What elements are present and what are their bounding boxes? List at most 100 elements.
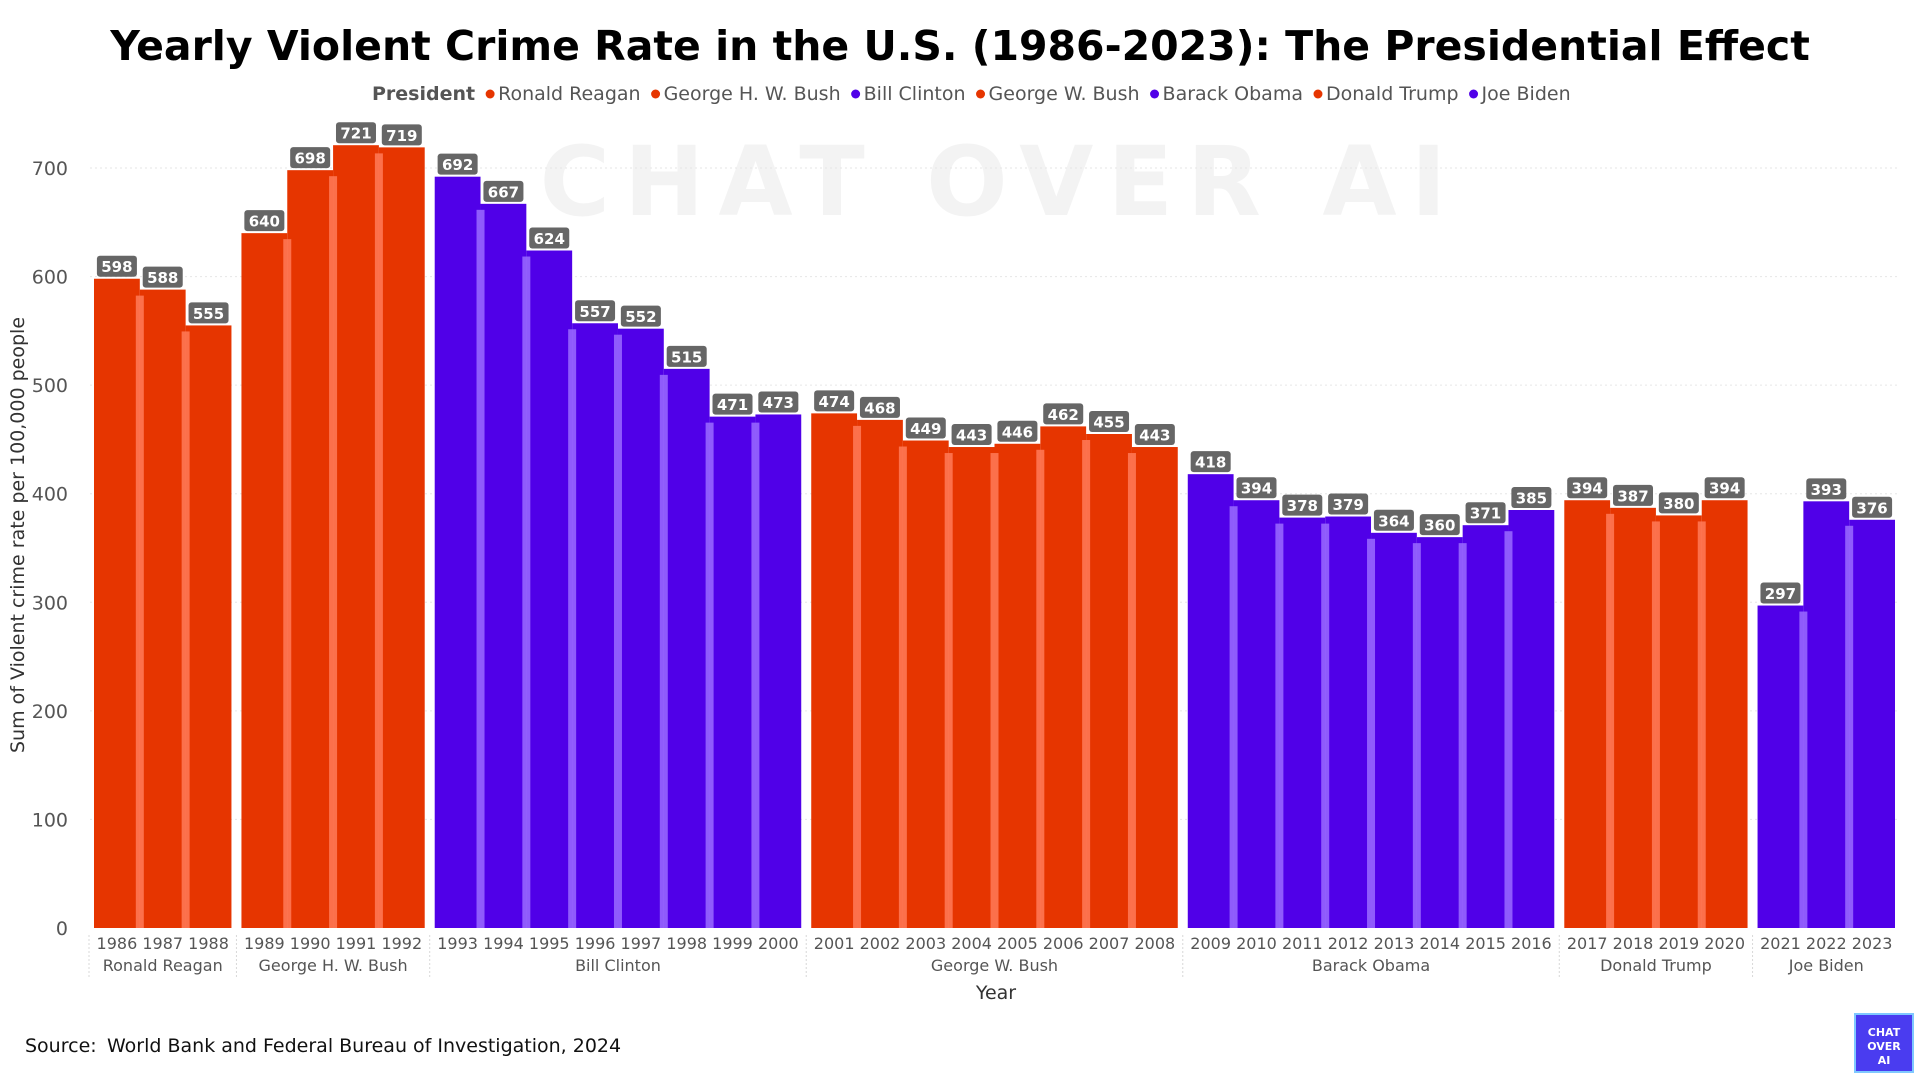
bar-2007[interactable]: [1086, 434, 1132, 928]
bar-2014[interactable]: [1416, 537, 1463, 928]
x-tick-label-1988: 1988: [188, 934, 229, 953]
bar-2009[interactable]: [1187, 474, 1234, 928]
data-label-box-1998: [666, 345, 707, 367]
x-tick-label-1990: 1990: [290, 934, 331, 953]
data-label-1995: 624: [534, 230, 565, 248]
x-tick-label-1998: 1998: [666, 934, 707, 953]
data-label-2023: 376: [1856, 499, 1887, 517]
group-label-donald-trump: Donald Trump: [1600, 956, 1712, 975]
legend-item-bill-clinton[interactable]: Bill Clinton: [864, 83, 966, 105]
bar-2004[interactable]: [948, 447, 995, 928]
legend-item-ronald-reagan[interactable]: Ronald Reagan: [498, 83, 640, 105]
legend-item-barack-obama[interactable]: Barack Obama: [1163, 83, 1303, 105]
bar-2023[interactable]: [1849, 519, 1895, 928]
bar-1999[interactable]: [709, 416, 756, 928]
data-label-box-2019: [1658, 492, 1699, 514]
bar-2001[interactable]: [811, 413, 858, 928]
bar-2017[interactable]: [1564, 500, 1611, 928]
data-label-2004: 443: [956, 427, 987, 445]
x-tick-label-2012: 2012: [1328, 934, 1369, 953]
data-label-2010: 394: [1241, 480, 1272, 498]
bar-connector: [1036, 449, 1045, 928]
bar-connector: [135, 295, 144, 929]
group-label-ronald-reagan: Ronald Reagan: [103, 956, 223, 975]
bar-2003[interactable]: [902, 440, 949, 928]
data-label-2017: 394: [1572, 480, 1603, 498]
bar-2005[interactable]: [994, 443, 1041, 928]
bar-1994[interactable]: [480, 203, 527, 929]
bar-2012[interactable]: [1325, 516, 1372, 928]
data-label-1999: 471: [717, 396, 748, 414]
legend-item-donald-trump[interactable]: Donald Trump: [1326, 83, 1459, 105]
data-label-2014: 360: [1424, 517, 1455, 535]
y-tick-label: 500: [32, 375, 68, 397]
bar-connector: [751, 422, 760, 928]
bar-1996[interactable]: [572, 323, 618, 928]
bar-connector: [374, 153, 383, 928]
bar-1997[interactable]: [617, 328, 664, 929]
bar-2019[interactable]: [1655, 515, 1702, 928]
data-label-box-2020: [1704, 477, 1745, 499]
bar-2020[interactable]: [1701, 500, 1748, 928]
data-label-1992: 719: [386, 127, 417, 145]
bar-2006[interactable]: [1040, 426, 1087, 928]
bar-2000[interactable]: [755, 414, 802, 928]
data-label-box-2010: [1236, 477, 1277, 499]
bar-connector: [476, 209, 485, 929]
data-label-box-2005: [997, 420, 1038, 442]
data-label-2000: 473: [763, 394, 794, 412]
logo-line-1: CHAT: [1868, 1026, 1901, 1039]
data-label-box-2006: [1043, 403, 1084, 425]
x-tick-label-2002: 2002: [860, 934, 901, 953]
legend-item-george-h-w-bush[interactable]: George H. W. Bush: [664, 83, 841, 105]
bar-connector: [1127, 453, 1136, 928]
bar-2022[interactable]: [1803, 501, 1850, 928]
logo: CHAT OVER AI: [1854, 1013, 1914, 1073]
y-tick-label: 100: [32, 809, 68, 831]
bar-2016[interactable]: [1508, 510, 1555, 928]
source-text: World Bank and Federal Bureau of Investi…: [107, 1035, 621, 1057]
bar-1998[interactable]: [663, 368, 710, 928]
bar-2011[interactable]: [1279, 517, 1326, 928]
bar-2013[interactable]: [1371, 532, 1417, 928]
data-label-box-2011: [1282, 494, 1323, 516]
x-axis-title: Year: [975, 982, 1016, 1004]
bar-1991[interactable]: [333, 145, 379, 928]
legend-marker-barack-obama: [1150, 89, 1160, 99]
data-label-box-2017: [1567, 477, 1608, 499]
bar-1988[interactable]: [185, 325, 232, 928]
bar-1989[interactable]: [241, 233, 288, 929]
bar-2021[interactable]: [1757, 605, 1804, 928]
data-label-2016: 385: [1516, 490, 1547, 508]
x-tick-label-1997: 1997: [621, 934, 662, 953]
data-label-box-1986: [96, 255, 137, 277]
bar-connector: [329, 176, 338, 928]
bar-connector: [990, 453, 999, 928]
bar-2008[interactable]: [1131, 447, 1178, 928]
legend-item-george-w-bush[interactable]: George W. Bush: [989, 83, 1140, 105]
bar-1995[interactable]: [526, 250, 573, 928]
data-label-box-1993: [437, 153, 478, 175]
bar-2018[interactable]: [1610, 507, 1656, 928]
bar-1990[interactable]: [287, 170, 334, 928]
data-label-1990: 698: [295, 150, 326, 168]
data-label-box-2012: [1328, 493, 1369, 515]
group-label-george-h-w-bush: George H. W. Bush: [259, 956, 408, 975]
bar-connector: [1697, 521, 1706, 928]
data-label-2003: 449: [910, 420, 941, 438]
bar-2010[interactable]: [1233, 500, 1280, 928]
bar-1992[interactable]: [378, 147, 425, 928]
bar-connector: [1651, 521, 1660, 928]
legend-marker-george-h-w-bush: [651, 89, 661, 99]
bar-2002[interactable]: [857, 419, 903, 928]
bar-1993[interactable]: [434, 176, 481, 928]
x-tick-label-1994: 1994: [483, 934, 524, 953]
legend-item-joe-biden[interactable]: Joe Biden: [1481, 83, 1571, 105]
bar-2015[interactable]: [1462, 525, 1509, 928]
x-tick-label-1995: 1995: [529, 934, 570, 953]
data-label-2007: 455: [1093, 414, 1124, 432]
bar-1987[interactable]: [139, 289, 186, 929]
data-label-2002: 468: [864, 399, 895, 417]
bar-1986[interactable]: [94, 278, 140, 928]
data-label-box-2015: [1465, 502, 1506, 524]
